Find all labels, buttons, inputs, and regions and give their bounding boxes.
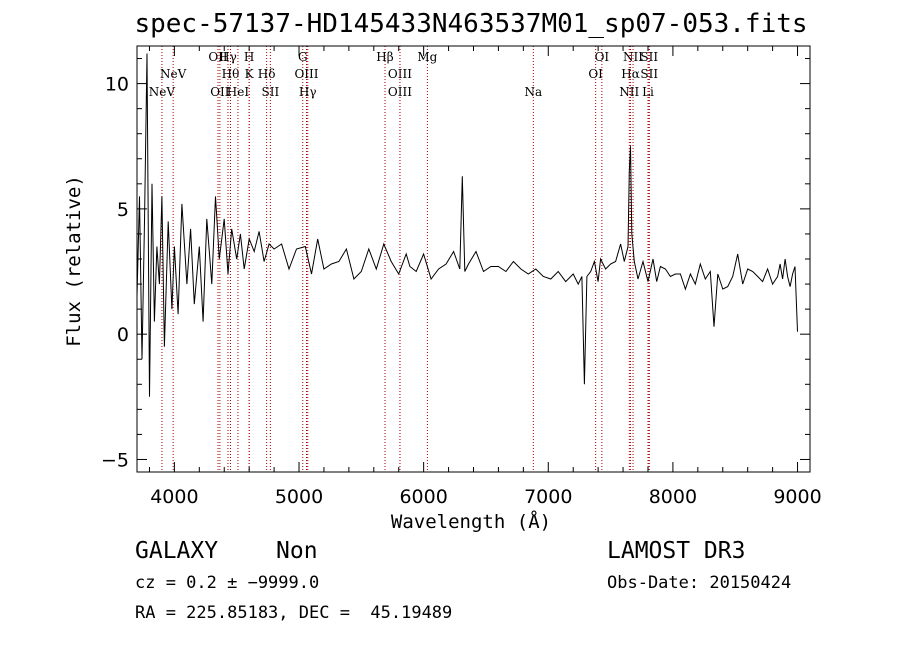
emission-line-label-16: OIII	[388, 85, 412, 99]
x-tick-label: 5000	[275, 486, 323, 508]
emission-line-label-26: Li	[642, 85, 654, 99]
flux-series	[136, 53, 798, 397]
object-subclass: Non	[276, 538, 318, 564]
emission-line-label-1: NeV	[160, 67, 187, 81]
emission-line-label-3: OII	[210, 85, 230, 99]
x-tick-label: 8000	[649, 486, 697, 508]
axis-ticks: 4000 5000 6000 7000 8000 9000 −5 0 5 10	[101, 46, 822, 508]
emission-line-label-21: NII	[623, 50, 643, 64]
emission-line-label-14: Hβ	[376, 50, 393, 64]
emission-line-label-11: G	[298, 50, 308, 64]
x-tick-label: 9000	[773, 486, 821, 508]
flux-line	[136, 53, 798, 397]
emission-line-label-7: H	[244, 50, 254, 64]
emission-line-label-10: SII	[262, 85, 280, 99]
emission-line-label-6: HeI	[227, 85, 250, 99]
object-class: GALAXY	[135, 538, 219, 564]
x-tick-label: 7000	[524, 486, 572, 508]
emission-line-label-8: K	[245, 67, 255, 81]
chart-title: spec-57137-HD145433N463537M01_sp07-053.f…	[134, 9, 807, 39]
x-tick-label: 6000	[399, 486, 447, 508]
emission-line-label-9: Hδ	[258, 67, 276, 81]
y-tick-label: 0	[117, 324, 129, 346]
y-tick-label: 10	[105, 74, 129, 96]
coordinates-readout: RA = 225.85183, DEC = 45.19489	[135, 603, 453, 623]
redshift-readout: cz = 0.2 ± −9999.0	[135, 573, 320, 593]
y-tick-label: −5	[101, 449, 129, 471]
emission-line-label-18: Na	[524, 85, 542, 99]
emission-line-label-25: SII	[640, 67, 658, 81]
emission-line-label-0: NeV	[149, 85, 176, 99]
emission-line-label-19: OI	[595, 50, 610, 64]
y-axis-label: Flux (relative)	[63, 175, 85, 347]
x-axis-label: Wavelength (Å)	[391, 510, 551, 533]
x-tick-label: 4000	[150, 486, 198, 508]
emission-line-label-24: SII	[640, 50, 658, 64]
emission-line-label-12: OIII	[294, 67, 318, 81]
emission-line-label-4: Hγ	[219, 50, 237, 64]
emission-line-label-17: Mg	[417, 50, 437, 64]
emission-line-label-20: OI	[588, 67, 603, 81]
y-tick-label: 5	[117, 199, 129, 221]
emission-line-label-23: NII	[619, 85, 639, 99]
emission-line-label-13: Hγ	[299, 85, 317, 99]
survey-name: LAMOST DR3	[607, 538, 746, 564]
emission-line-label-5: Hθ	[222, 67, 240, 81]
observation-date: Obs-Date: 20150424	[607, 573, 792, 593]
emission-line-label-22: Hα	[621, 67, 640, 81]
emission-line-label-2: OII	[208, 50, 228, 64]
